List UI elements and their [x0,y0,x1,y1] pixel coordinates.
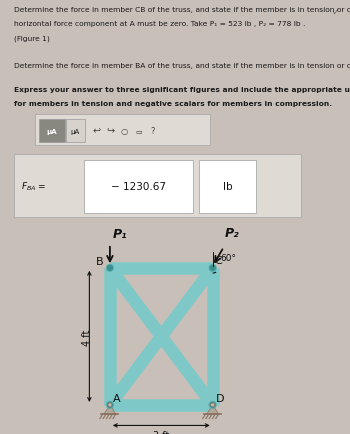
Text: μA: μA [71,128,80,134]
Circle shape [209,401,216,408]
Circle shape [106,265,113,272]
Circle shape [107,403,112,408]
FancyBboxPatch shape [35,115,210,145]
Polygon shape [104,405,116,414]
Circle shape [210,266,215,271]
Text: 4 ft: 4 ft [82,329,92,345]
Text: $F_{BA}$ =: $F_{BA}$ = [21,180,47,193]
Text: Determine the force in member CB of the truss, and state if the member is in ten: Determine the force in member CB of the … [14,7,350,13]
Text: ?: ? [150,127,154,136]
Text: Determine the force in member BA of the truss, and state if the member is in ten: Determine the force in member BA of the … [14,63,350,69]
Circle shape [211,403,215,407]
FancyBboxPatch shape [14,155,301,218]
Text: (Figure 1): (Figure 1) [14,35,50,42]
Text: ↩: ↩ [92,126,100,136]
Circle shape [210,403,215,408]
Text: Express your answer to three significant figures and include the appropriate uni: Express your answer to three significant… [14,87,350,93]
Polygon shape [206,405,219,414]
Text: D: D [216,393,225,403]
Text: ↪: ↪ [106,126,114,136]
Text: B: B [96,256,104,266]
Text: − 1230.67: − 1230.67 [111,181,166,191]
Text: 3 ft: 3 ft [153,430,169,434]
Text: P₁: P₁ [113,228,127,241]
Text: ▭: ▭ [135,128,141,134]
Text: 60°: 60° [220,253,236,262]
Circle shape [108,403,112,407]
Text: for members in tension and negative scalars for members in compression.: for members in tension and negative scal… [14,101,332,107]
FancyBboxPatch shape [84,161,192,213]
FancyBboxPatch shape [38,119,65,143]
Text: P₂: P₂ [225,226,239,239]
Circle shape [209,265,216,272]
Text: ○: ○ [121,127,128,136]
Text: lb: lb [223,181,232,191]
Circle shape [106,401,113,408]
Text: μA: μA [47,128,57,134]
Text: horizontal force component at A must be zero. Take P₁ = 523 lb , P₂ = 778 lb .: horizontal force component at A must be … [14,21,305,27]
FancyBboxPatch shape [66,119,85,143]
Text: A: A [113,393,121,403]
FancyBboxPatch shape [199,161,256,213]
Text: C: C [215,256,222,266]
Circle shape [107,266,112,271]
Text: ✓: ✓ [331,7,340,17]
